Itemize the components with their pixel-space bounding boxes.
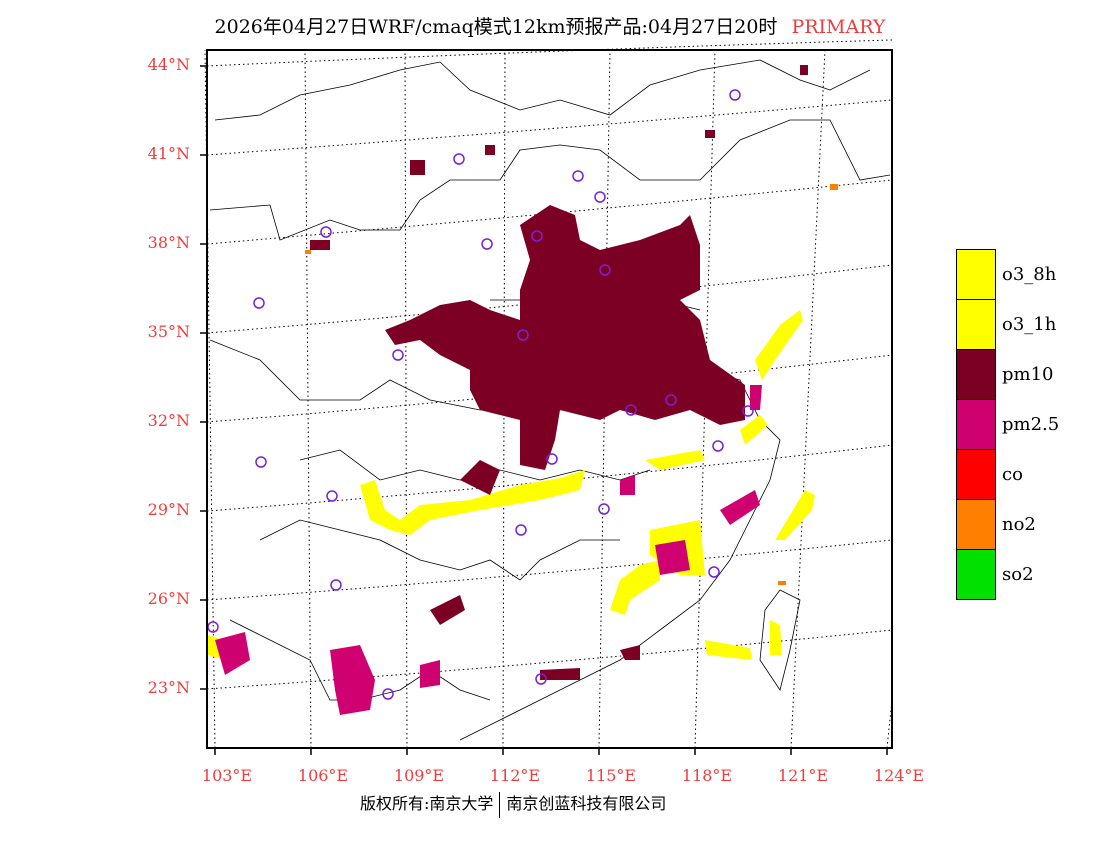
footer-right: 南京创蓝科技有限公司 [506, 794, 667, 813]
lat-label: 29°N [147, 500, 190, 519]
lon-label: 103°E [201, 766, 253, 785]
footer-divider [499, 791, 501, 818]
lat-label: 44°N [147, 55, 190, 74]
legend-swatch [956, 548, 996, 600]
lon-label: 118°E [681, 766, 733, 785]
lon-label: 109°E [393, 766, 445, 785]
legend-swatch [956, 249, 996, 299]
lon-label: 115°E [585, 766, 637, 785]
lat-label: 23°N [147, 678, 190, 697]
legend-item-so2: so2 [956, 548, 1059, 600]
legend-swatch [956, 449, 996, 499]
legend-item-pm25: pm2.5 [956, 399, 1059, 449]
legend-item-pm10: pm10 [956, 349, 1059, 399]
lat-label: 38°N [147, 233, 190, 252]
legend-swatch [956, 349, 996, 399]
legend-label: co [1002, 463, 1023, 485]
primary-tag: PRIMARY [791, 16, 886, 38]
lon-label: 124°E [873, 766, 925, 785]
legend-label: o3_8h [1002, 263, 1057, 285]
lon-label: 121°E [777, 766, 829, 785]
title-text: 2026年04月27日WRF/cmaq模式12km预报产品:04月27日20时 [214, 16, 778, 38]
no2-spots [305, 184, 838, 585]
pm10-areas [310, 65, 808, 680]
legend-swatch [956, 399, 996, 449]
map-frame [206, 49, 893, 749]
lat-label: 41°N [147, 144, 190, 163]
city-markers [207, 89, 754, 700]
lon-label: 106°E [297, 766, 349, 785]
copyright-footer: 版权所有:南京大学 南京创蓝科技有限公司 [360, 790, 666, 818]
legend-item-co: co [956, 449, 1059, 499]
lon-label: 112°E [489, 766, 541, 785]
legend-swatch [956, 299, 996, 349]
legend-item-o3-1h: o3_1h [956, 299, 1059, 349]
lat-label: 35°N [147, 322, 190, 341]
legend-swatch [956, 499, 996, 549]
lat-label: 32°N [147, 411, 190, 430]
legend-label: pm10 [1002, 363, 1054, 385]
lat-label: 26°N [147, 589, 190, 608]
pm25-areas [215, 385, 762, 715]
axis-ticks [200, 65, 888, 755]
legend-item-no2: no2 [956, 499, 1059, 549]
legend-label: so2 [1002, 563, 1034, 585]
legend-label: pm2.5 [1002, 413, 1060, 435]
map-title: 2026年04月27日WRF/cmaq模式12km预报产品:04月27日20时 P… [0, 12, 1100, 39]
legend-label: o3_1h [1002, 313, 1057, 335]
legend: o3_8h o3_1h pm10 pm2.5 co no2 so2 [956, 249, 1059, 600]
legend-label: no2 [1002, 513, 1036, 535]
legend-item-o3-8h: o3_8h [956, 249, 1059, 299]
footer-left: 版权所有:南京大学 [360, 794, 494, 813]
